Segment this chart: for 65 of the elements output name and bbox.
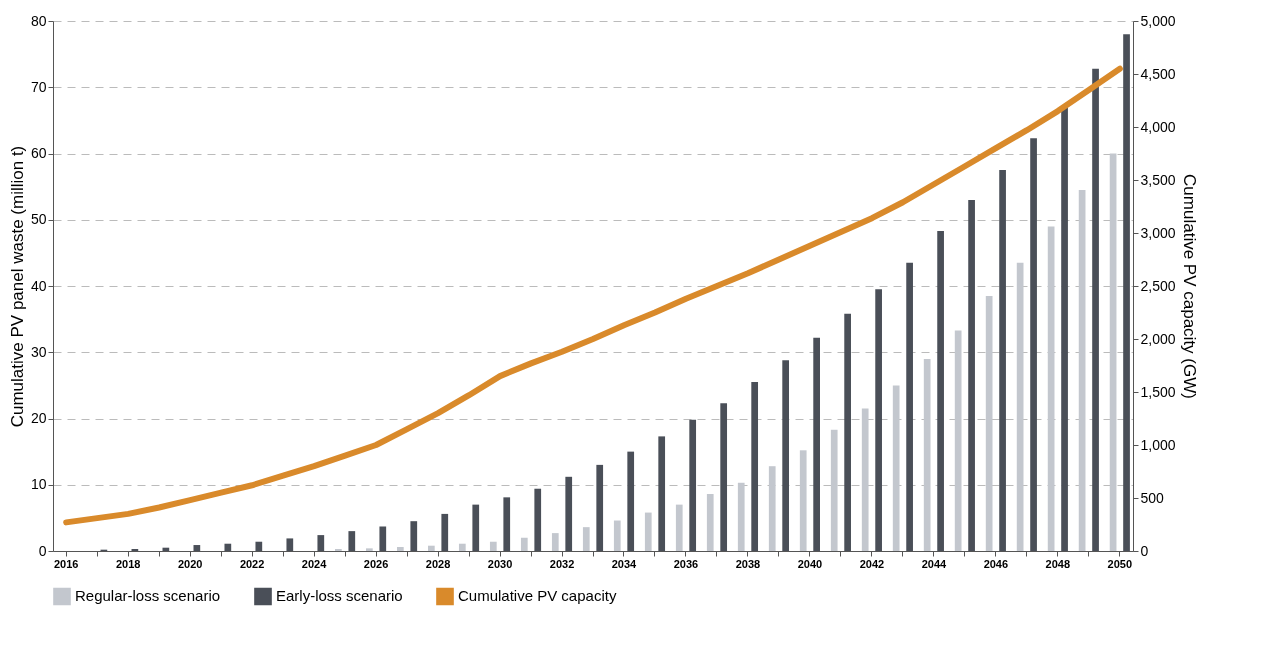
y2-tick-label: 4,500 bbox=[1140, 65, 1176, 82]
y2-tick-label: 500 bbox=[1140, 489, 1165, 506]
y2-tick-label: 2,000 bbox=[1140, 330, 1176, 347]
x-tick-label: 2032 bbox=[549, 557, 575, 570]
bar bbox=[830, 429, 838, 551]
bar bbox=[737, 482, 745, 551]
y-tick-label: 30 bbox=[30, 343, 47, 360]
x-tick-label: 2042 bbox=[859, 557, 885, 570]
x-tick-label: 2034 bbox=[611, 557, 638, 570]
bar bbox=[644, 512, 652, 551]
y2-tick-label: 5,000 bbox=[1140, 12, 1176, 29]
bar bbox=[613, 520, 621, 551]
y-tick-label: 50 bbox=[30, 211, 47, 228]
y2-tick-label: 4,000 bbox=[1140, 118, 1176, 135]
bar bbox=[768, 466, 776, 551]
bar bbox=[706, 494, 714, 551]
x-tick-label: 2050 bbox=[1107, 557, 1133, 570]
y2-axis-title: Cumulative PV capacity (GW) bbox=[1179, 174, 1199, 399]
bar bbox=[799, 450, 807, 551]
y-tick-label: 60 bbox=[30, 145, 47, 161]
x-tick-label: 2024 bbox=[301, 557, 328, 570]
bar bbox=[1016, 262, 1024, 551]
x-tick-label: 2020 bbox=[177, 557, 203, 570]
x-tick-label: 2028 bbox=[425, 557, 451, 570]
bar bbox=[675, 504, 683, 551]
bar bbox=[892, 385, 900, 551]
x-tick-label: 2022 bbox=[239, 557, 265, 570]
bar bbox=[985, 295, 993, 551]
x-tick-label: 2030 bbox=[487, 557, 513, 570]
x-tick-label: 2016 bbox=[53, 557, 79, 570]
x-tick-label: 2026 bbox=[363, 557, 389, 570]
bar bbox=[954, 330, 962, 551]
y-axis-title: Cumulative PV panel waste (million t) bbox=[7, 145, 27, 428]
bar bbox=[366, 548, 373, 551]
bar bbox=[923, 358, 931, 551]
legend-label: Cumulative PV capacity bbox=[458, 587, 617, 605]
x-tick-label: 2046 bbox=[983, 557, 1009, 570]
y2-tick-label: 3,500 bbox=[1140, 171, 1176, 188]
y2-tick-label: 3,000 bbox=[1140, 224, 1176, 241]
y-tick-label: 20 bbox=[30, 410, 47, 426]
legend-label: Early-loss scenario bbox=[276, 587, 403, 605]
x-tick-label: 2018 bbox=[115, 557, 141, 570]
bar bbox=[489, 541, 497, 551]
bar bbox=[396, 547, 404, 551]
x-tick-label: 2040 bbox=[797, 557, 823, 570]
y-tick-label: 80 bbox=[30, 12, 47, 29]
y2-tick-label: 0 bbox=[1140, 542, 1149, 559]
bar bbox=[861, 408, 869, 551]
bar bbox=[520, 537, 528, 551]
bar bbox=[551, 533, 559, 551]
y-tick-label: 70 bbox=[30, 78, 47, 95]
bar bbox=[427, 545, 435, 551]
x-tick-label: 2044 bbox=[921, 557, 947, 570]
y2-tick-label: 1,500 bbox=[1140, 383, 1176, 400]
y-tick-label: 10 bbox=[30, 476, 47, 493]
legend-label: Regular-loss scenario bbox=[75, 587, 221, 605]
y-tick-label: 40 bbox=[30, 277, 47, 294]
x-tick-label: 2048 bbox=[1045, 557, 1071, 570]
bar bbox=[458, 543, 466, 551]
y2-tick-label: 2,500 bbox=[1140, 277, 1176, 294]
y2-tick-label: 1,000 bbox=[1140, 436, 1176, 453]
y-tick-label: 0 bbox=[38, 542, 47, 559]
bar bbox=[582, 527, 590, 551]
x-tick-label: 2036 bbox=[673, 557, 699, 570]
x-tick-label: 2038 bbox=[735, 557, 761, 570]
